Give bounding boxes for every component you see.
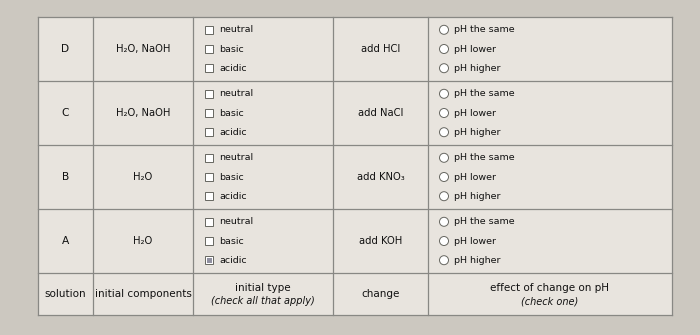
Text: solution: solution (45, 289, 86, 299)
Circle shape (440, 64, 449, 73)
Text: pH lower: pH lower (454, 109, 496, 118)
Text: pH higher: pH higher (454, 192, 500, 201)
Text: pH the same: pH the same (454, 89, 514, 98)
Bar (206, 258, 211, 263)
Bar (205, 192, 213, 200)
Text: H₂O, NaOH: H₂O, NaOH (116, 44, 170, 54)
Circle shape (440, 217, 449, 226)
Text: pH lower: pH lower (454, 173, 496, 182)
Text: D: D (62, 44, 69, 54)
Text: basic: basic (219, 45, 244, 54)
Text: neutral: neutral (219, 217, 253, 226)
Bar (205, 237, 213, 245)
Text: acidic: acidic (219, 64, 246, 73)
Circle shape (440, 153, 449, 162)
Text: pH the same: pH the same (454, 153, 514, 162)
Text: pH higher: pH higher (454, 64, 500, 73)
Bar (205, 109, 213, 117)
Text: add KNO₃: add KNO₃ (356, 172, 405, 182)
Text: neutral: neutral (219, 89, 253, 98)
Text: add HCl: add HCl (361, 44, 400, 54)
Bar (205, 45, 213, 53)
Text: pH higher: pH higher (454, 128, 500, 137)
Text: pH lower: pH lower (454, 237, 496, 246)
Text: neutral: neutral (219, 25, 253, 34)
Text: (check one): (check one) (522, 296, 579, 306)
Text: pH lower: pH lower (454, 45, 496, 54)
Bar (205, 173, 213, 181)
Text: H₂O: H₂O (134, 236, 153, 246)
Circle shape (440, 237, 449, 246)
Text: basic: basic (219, 109, 244, 118)
Bar (205, 154, 213, 162)
Circle shape (440, 256, 449, 265)
Text: B: B (62, 172, 69, 182)
Text: (check all that apply): (check all that apply) (211, 296, 315, 306)
Text: pH higher: pH higher (454, 256, 500, 265)
Circle shape (440, 25, 449, 34)
Text: H₂O: H₂O (134, 172, 153, 182)
Circle shape (440, 109, 449, 118)
Text: initial type: initial type (235, 283, 290, 293)
Bar (205, 64, 213, 72)
Circle shape (440, 173, 449, 182)
Text: add NaCl: add NaCl (358, 108, 403, 118)
Text: H₂O, NaOH: H₂O, NaOH (116, 108, 170, 118)
Bar (205, 90, 213, 98)
Bar (205, 218, 213, 226)
Bar (205, 26, 213, 34)
Text: acidic: acidic (219, 192, 246, 201)
Text: basic: basic (219, 237, 244, 246)
Text: neutral: neutral (219, 153, 253, 162)
Bar (38, 17, 672, 315)
Text: acidic: acidic (219, 128, 246, 137)
Circle shape (440, 45, 449, 54)
Text: initial components: initial components (94, 289, 191, 299)
Text: acidic: acidic (219, 256, 246, 265)
Text: add KOH: add KOH (359, 236, 402, 246)
Circle shape (440, 128, 449, 137)
Text: A: A (62, 236, 69, 246)
Text: pH the same: pH the same (454, 25, 514, 34)
Circle shape (440, 192, 449, 201)
Text: C: C (62, 108, 69, 118)
Text: basic: basic (219, 173, 244, 182)
Bar (205, 256, 213, 264)
Text: effect of change on pH: effect of change on pH (491, 283, 610, 293)
Text: change: change (361, 289, 400, 299)
Text: pH the same: pH the same (454, 217, 514, 226)
Circle shape (440, 89, 449, 98)
Bar (205, 128, 213, 136)
